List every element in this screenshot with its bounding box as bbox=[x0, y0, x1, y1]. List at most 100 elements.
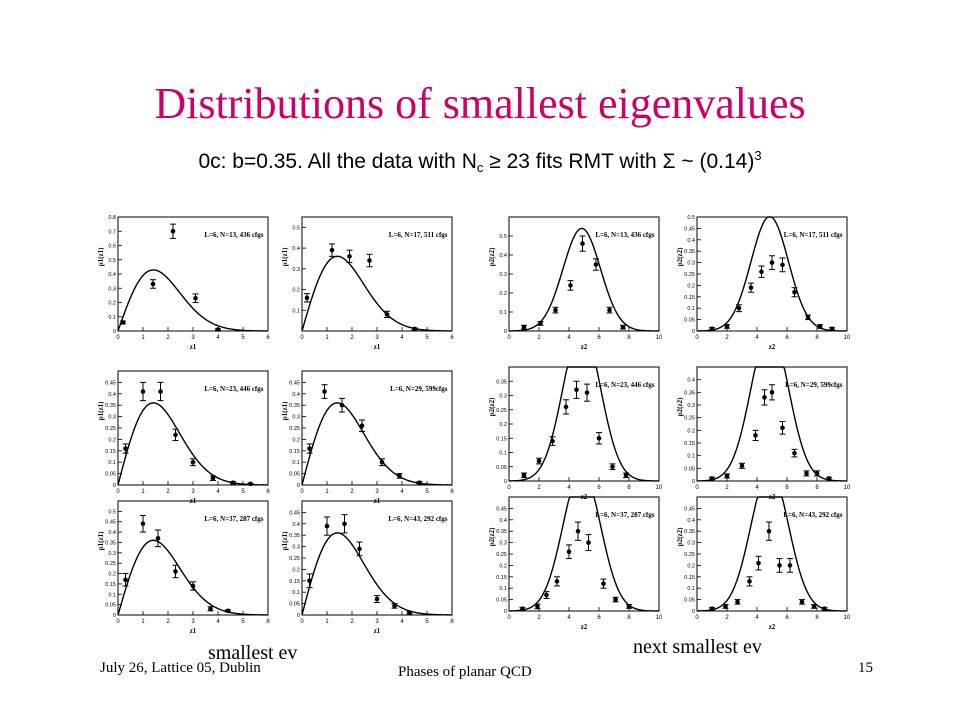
y-tick-label: 0.2 bbox=[292, 288, 300, 294]
data-point bbox=[829, 326, 835, 332]
slide-title: Distributions of smallest eigenvalues bbox=[154, 79, 806, 128]
x-tick-label: 0 bbox=[116, 489, 120, 495]
data-marker bbox=[417, 480, 422, 486]
data-point bbox=[791, 448, 798, 458]
y-tick-label: 0.35 bbox=[105, 403, 116, 409]
x-tick-label: 1 bbox=[141, 619, 145, 625]
data-point bbox=[306, 573, 313, 589]
data-marker bbox=[329, 247, 335, 253]
y-tick-label: 0.05 bbox=[105, 472, 116, 478]
data-point bbox=[190, 458, 196, 467]
x-tick-label: 5 bbox=[425, 335, 429, 341]
data-point bbox=[826, 476, 832, 481]
data-marker bbox=[623, 473, 629, 478]
rmt-curve bbox=[508, 496, 660, 612]
rmt-curve bbox=[508, 227, 660, 332]
y-tick-label: 0.45 bbox=[684, 226, 695, 232]
data-point bbox=[573, 380, 580, 399]
data-point bbox=[356, 541, 363, 557]
y-tick-label: 0.2 bbox=[499, 563, 507, 569]
data-point bbox=[758, 265, 765, 278]
x-tick-label: 4 bbox=[755, 485, 759, 491]
x-tick-label: 4 bbox=[400, 335, 404, 341]
plot-title: L=6, N=17, 511 cfgs bbox=[389, 231, 448, 239]
y-tick-label: 0.3 bbox=[108, 415, 116, 421]
x-tick-label: 8 bbox=[815, 615, 819, 621]
x-tick-label: 6 bbox=[785, 615, 789, 621]
data-marker bbox=[580, 241, 585, 246]
y-tick-label: 0.1 bbox=[687, 306, 695, 312]
data-point bbox=[411, 326, 418, 332]
data-marker bbox=[225, 608, 231, 614]
y-tick-label: 0.45 bbox=[105, 380, 116, 386]
plot-title: L=6, N=23, 446 cfgs bbox=[595, 381, 654, 389]
plot-panel-right-2: 0 2 4 6 8 10 0 0.05 0.1 0.15 0.2 0.25 0.3 0.35 0.4 0.45… bbox=[675, 213, 851, 351]
data-point bbox=[575, 521, 581, 541]
data-marker bbox=[610, 464, 615, 470]
y-axis-label: p1(z1) bbox=[97, 531, 105, 550]
x-tick-label: 10 bbox=[844, 485, 851, 491]
y-tick-label: 0.05 bbox=[496, 465, 507, 471]
data-marker bbox=[814, 471, 820, 476]
data-point bbox=[626, 604, 632, 609]
data-point bbox=[803, 470, 810, 477]
x-tick-label: 3 bbox=[191, 335, 195, 341]
y-tick-label: 0 bbox=[504, 479, 507, 485]
chart-svg: 0 2 4 6 8 10 0 0.1 0.2 0.3 0.4 0.5 z2 p2(z2) L=6, N=13… bbox=[488, 216, 663, 351]
data-marker bbox=[724, 324, 730, 329]
data-marker bbox=[120, 320, 126, 325]
y-tick-label: 0.4 bbox=[292, 392, 300, 398]
y-tick-label: 0.4 bbox=[687, 238, 695, 244]
y-tick-label: 0.05 bbox=[684, 598, 695, 604]
y-tick-label: 0.7 bbox=[108, 229, 116, 235]
caption-smallest-ev: smallest ev bbox=[208, 642, 298, 664]
data-marker bbox=[709, 476, 715, 481]
data-marker bbox=[392, 603, 397, 609]
data-point bbox=[739, 462, 745, 469]
data-marker bbox=[780, 262, 785, 268]
data-marker bbox=[342, 521, 347, 527]
y-tick-label: 0.3 bbox=[292, 267, 300, 273]
data-marker bbox=[769, 390, 775, 395]
x-tick-label: 3 bbox=[375, 335, 379, 341]
y-tick-label: 0 bbox=[113, 613, 116, 619]
y-tick-label: 0.3 bbox=[687, 261, 695, 267]
data-marker bbox=[753, 433, 758, 438]
y-tick-label: 0.15 bbox=[289, 449, 300, 455]
y-tick-label: 0.15 bbox=[105, 449, 116, 455]
data-point bbox=[769, 384, 775, 401]
chart-svg: 0 1 2 3 4 5 6 0 0.05 0.1 0.15 0.2 0.25 0.3 0.35 0.4 0.45… bbox=[97, 500, 270, 635]
data-marker bbox=[248, 481, 253, 487]
y-tick-label: 0.1 bbox=[687, 454, 695, 460]
subtitle-subscript: c bbox=[476, 160, 484, 175]
plot-panel-left-6: 0 1 2 3 4 5 6 0 0.05 0.1 0.15 0.2 0.25 0.3 0.35 0.4 0.45… bbox=[280, 497, 456, 635]
x-tick-label: 2 bbox=[350, 335, 354, 341]
rmt-curve bbox=[301, 532, 453, 616]
caption-next-smallest-ev: next smallest ev bbox=[633, 636, 762, 658]
x-tick-label: 5 bbox=[425, 619, 429, 625]
data-marker bbox=[412, 326, 417, 332]
y-tick-label: 0.35 bbox=[289, 533, 300, 539]
x-tick-label: 8 bbox=[627, 615, 631, 621]
y-tick-label: 0.25 bbox=[496, 408, 507, 414]
x-axis-label: z2 bbox=[581, 623, 588, 631]
y-tick-label: 0.45 bbox=[496, 506, 507, 512]
data-marker bbox=[553, 307, 558, 313]
x-axis-label: z1 bbox=[374, 343, 381, 351]
x-tick-label: 6 bbox=[597, 485, 601, 491]
data-point bbox=[799, 599, 805, 605]
y-tick-label: 0.3 bbox=[108, 551, 116, 557]
x-tick-label: 3 bbox=[375, 489, 379, 495]
data-marker bbox=[826, 476, 832, 481]
data-marker bbox=[535, 604, 540, 609]
x-axis-label: z1 bbox=[374, 627, 381, 635]
subtitle-prefix: 0c: b=0.35. All the data with N bbox=[198, 150, 477, 173]
plot-panel-left-4: 0 1 2 3 4 5 6 0 0.05 0.1 0.15 0.2 0.25 0.3 0.35 0.4 0.45… bbox=[280, 367, 456, 505]
y-tick-label: 0.3 bbox=[499, 394, 507, 400]
x-tick-label: 0 bbox=[695, 485, 699, 491]
data-marker bbox=[596, 435, 602, 441]
data-marker bbox=[607, 307, 612, 313]
data-point bbox=[620, 324, 626, 330]
data-point bbox=[755, 555, 762, 571]
chart-svg: 0 2 4 6 8 1000.050.10.150.20.250.30.350.4z2p2… bbox=[676, 366, 851, 501]
